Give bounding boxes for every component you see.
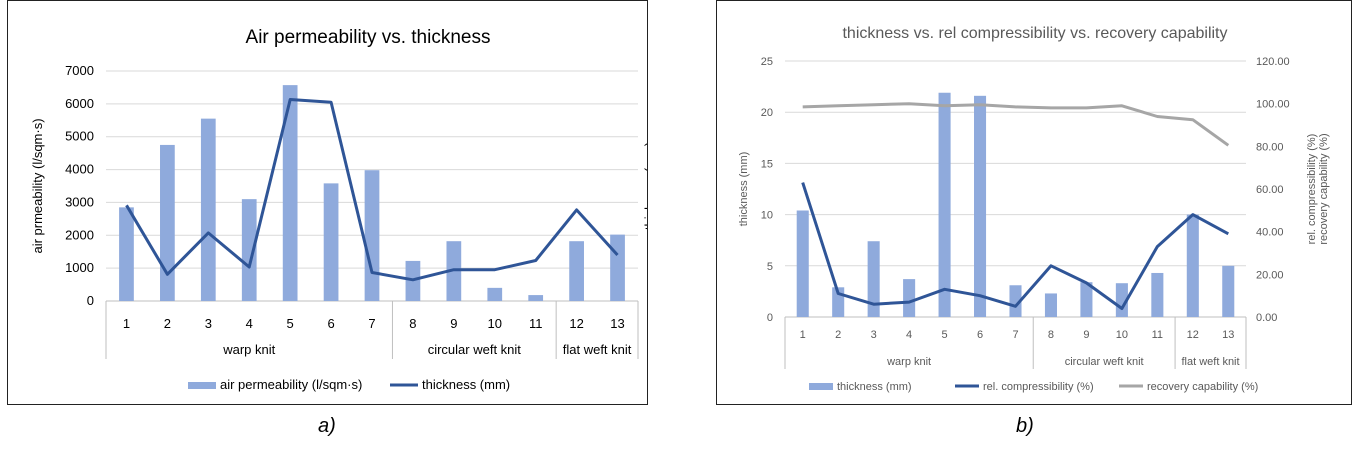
x-tick-label: 7 [1012,329,1018,341]
y-tick-right: 60.00 [1256,184,1284,196]
group-label: circular weft knit [1065,356,1144,368]
legend-label: thickness (mm) [422,377,510,392]
y-tick-left: 10 [761,210,773,222]
bar [200,118,216,302]
bar [1009,285,1022,317]
y-tick-left: 0 [767,312,773,324]
x-tick-label: 1 [800,329,806,341]
legend-label: thickness (mm) [837,381,912,393]
y-tick-left: 20 [761,107,773,119]
bar [867,241,880,317]
x-tick-label: 11 [529,316,543,331]
y-tick-right: 80.00 [1256,141,1284,153]
group-label: flat weft knit [563,342,632,357]
bar [364,170,380,301]
x-tick-label: 4 [246,316,253,331]
bar [323,183,339,301]
x-tick-label: 11 [1152,329,1163,341]
x-tick-label: 9 [450,316,457,331]
x-tick-label: 8 [409,316,416,331]
x-tick-label: 5 [287,316,294,331]
legend-label: air permeability (l/sqm·s) [220,377,362,392]
series-line [802,102,1230,147]
x-tick-label: 10 [1116,329,1128,341]
y-tick-left: 6000 [65,96,94,111]
x-tick-label: 1 [123,316,130,331]
bar [903,279,916,317]
x-tick-label: 4 [906,329,912,341]
y-tick-left: 1000 [65,260,94,275]
x-tick-label: 5 [942,329,948,341]
y-tick-right: 20.00 [1256,269,1284,281]
x-tick-label: 13 [610,316,624,331]
y-tick-right: 120.00 [1256,56,1290,68]
bar [282,85,298,301]
chart-b-svg: thickness vs. rel compressibility vs. re… [738,25,1330,393]
bar [241,199,257,301]
y-axis-title-right-2: recovery capability (%) [1318,133,1330,244]
series-line [801,182,1230,310]
bar [160,144,175,301]
y-tick-left: 4000 [65,162,94,177]
bar [569,241,584,301]
bar [119,207,134,301]
legend-swatch-bar [809,383,833,390]
legend-swatch-bar [188,382,216,389]
x-tick-label: 3 [871,329,877,341]
x-tick-label: 12 [569,316,583,331]
group-label: warp knit [886,356,931,368]
bar [1044,293,1057,317]
x-tick-label: 7 [368,316,375,331]
x-tick-label: 6 [327,316,334,331]
caption-a: a) [318,415,336,437]
group-label: warp knit [222,342,275,357]
bar [1080,282,1093,317]
bar [1186,214,1199,317]
y-tick-left: 7000 [65,63,94,78]
x-tick-label: 6 [977,329,983,341]
legend-label: rel. compressibility (%) [983,381,1094,393]
y-tick-left: 5000 [65,129,94,144]
chart-panel-a: Air permeability vs. thickness 0 1000 2000 3… [7,0,648,405]
bar [1115,283,1128,317]
bar [1151,272,1164,317]
y-axis-title-right: thickness (mm) [642,142,647,230]
x-tick-label: 8 [1048,329,1054,341]
bar [796,210,809,317]
group-label: circular weft knit [428,342,522,357]
y-tick-left: 25 [761,56,773,68]
chart-title: thickness vs. rel compressibility vs. re… [842,25,1227,42]
y-tick-left: 15 [761,158,773,170]
x-tick-label: 9 [1083,329,1089,341]
x-tick-label: 10 [488,316,502,331]
bar [610,234,625,301]
bar [487,287,503,301]
y-tick-right: 0.00 [1256,312,1277,324]
x-tick-label: 2 [835,329,841,341]
y-tick-left: 0 [87,293,94,308]
chart-panel-b: thickness vs. rel compressibility vs. re… [716,0,1352,405]
series-line [125,98,619,282]
bar [974,95,987,317]
legend-label: recovery capability (%) [1147,381,1258,393]
chart-title: Air permeability vs. thickness [246,27,491,48]
y-tick-left: 2000 [65,227,94,242]
y-tick-right: 40.00 [1256,227,1284,239]
x-tick-label: 3 [205,316,212,331]
bar [528,295,544,301]
x-tick-label: 12 [1187,329,1199,341]
group-label: flat weft knit [1181,356,1239,368]
y-tick-left: 5 [767,261,773,273]
x-tick-label: 13 [1222,329,1234,341]
y-axis-title-left: thickness (mm) [738,152,750,227]
bar [1222,265,1235,317]
bar [938,92,951,317]
y-tick-right: 100.00 [1256,99,1290,111]
y-axis-title-right-1: rel. compressibility (%) [1306,134,1318,245]
y-tick-left: 3000 [65,194,94,209]
y-axis-title-left: air prmeability (l/sqm·s) [30,118,45,253]
chart-a-svg: Air permeability vs. thickness 0 1000 2000 3… [30,27,647,392]
x-tick-label: 2 [164,316,171,331]
caption-b: b) [1016,415,1034,437]
